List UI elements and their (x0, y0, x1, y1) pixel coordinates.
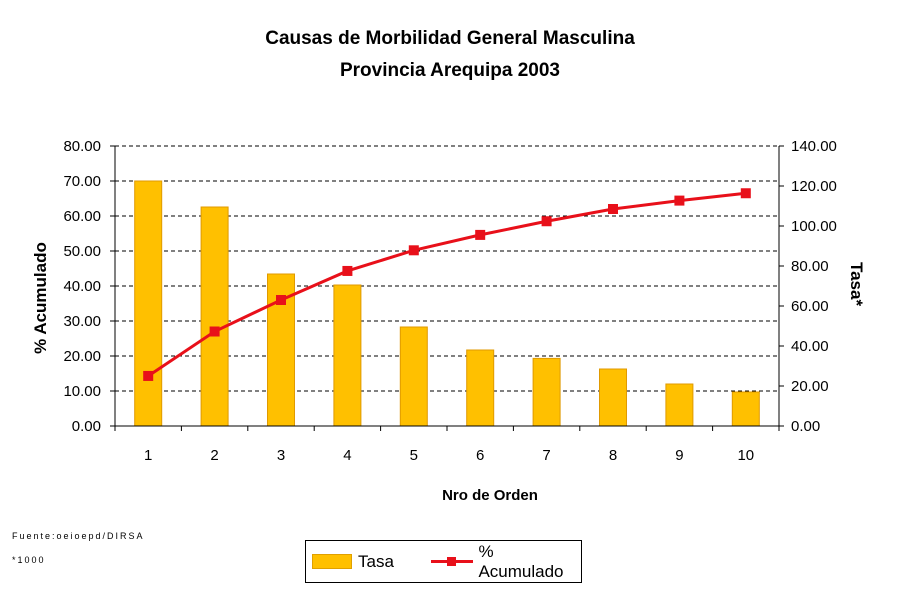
point-acumulado (342, 265, 353, 276)
point-acumulado (608, 204, 618, 214)
x-tick-label: 10 (737, 447, 754, 464)
x-tick-label: 2 (210, 447, 218, 464)
chart-subtitle: Provincia Arequipa 2003 (339, 60, 560, 81)
bar-tasa (665, 383, 694, 427)
y-tick-label-right: 140.00 (791, 138, 837, 155)
legend-item-acumulado: % Acumulado (431, 541, 581, 582)
y-tick-label-right: 80.00 (791, 258, 829, 275)
x-tick-label: 3 (277, 447, 285, 464)
y-tick-label-left: 70.00 (63, 173, 101, 190)
legend-swatch-line (431, 554, 473, 569)
y-tick-label-right: 20.00 (791, 378, 829, 395)
x-tick-label: 6 (476, 447, 484, 464)
y-tick-label-left: 30.00 (63, 313, 101, 330)
y-tick-label-right: 40.00 (791, 338, 829, 355)
point-acumulado (674, 195, 685, 206)
x-tick-label: 5 (410, 447, 418, 464)
point-acumulado (541, 216, 552, 227)
bar-tasa (134, 180, 163, 427)
y-tick-label-left: 10.00 (63, 383, 101, 400)
y-tick-label-left: 80.00 (63, 138, 101, 155)
legend-label-tasa: Tasa (358, 551, 394, 571)
chart-title: Causas de Morbilidad General Masculina (265, 28, 635, 49)
bar-tasa (399, 326, 428, 427)
point-acumulado (209, 326, 220, 337)
point-acumulado (276, 295, 286, 305)
y-tick-label-right: 60.00 (791, 298, 829, 315)
y-axis-title-right: Tasa* (847, 262, 866, 306)
bar-tasa (466, 349, 495, 427)
legend: Tasa % Acumulado (305, 540, 582, 583)
bar-tasa (200, 206, 229, 427)
x-axis-title: Nro de Orden (442, 487, 538, 504)
x-tick-label: 8 (609, 447, 617, 464)
y-tick-label-left: 50.00 (63, 243, 101, 260)
y-tick-label-left: 60.00 (63, 208, 101, 225)
bar-tasa (731, 391, 760, 427)
y-tick-label-left: 40.00 (63, 278, 101, 295)
y-tick-label-left: 20.00 (63, 348, 101, 365)
point-acumulado (740, 188, 751, 199)
legend-label-acumulado: % Acumulado (478, 541, 564, 581)
y-tick-label-left: 0.00 (72, 418, 101, 435)
source-note: Fuente:oeioepd/DIRSA (12, 531, 145, 541)
point-acumulado (143, 370, 154, 381)
y-axis-title-left: % Acumulado (31, 242, 50, 354)
x-tick-label: 7 (542, 447, 550, 464)
legend-swatch-bar (312, 554, 352, 569)
y-tick-label-right: 100.00 (791, 218, 837, 235)
rate-multiplier-note: *1000 (12, 555, 46, 565)
point-acumulado (408, 245, 419, 256)
bar-tasa (599, 368, 627, 427)
x-tick-label: 4 (343, 447, 351, 464)
legend-item-tasa: Tasa (312, 541, 394, 582)
y-tick-label-right: 0.00 (791, 418, 820, 435)
x-tick-label: 9 (675, 447, 683, 464)
bar-tasa (333, 284, 362, 427)
bar-tasa (532, 357, 561, 427)
y-tick-label-right: 120.00 (791, 178, 837, 195)
x-tick-label: 1 (144, 447, 152, 464)
point-acumulado (475, 229, 486, 240)
line-acumulado (147, 191, 746, 378)
